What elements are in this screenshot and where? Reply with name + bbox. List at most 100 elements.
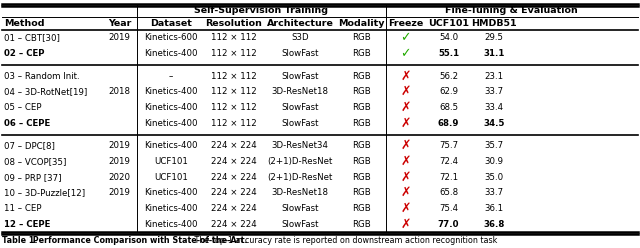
Text: UCF101: UCF101 bbox=[428, 19, 469, 28]
Text: ✗: ✗ bbox=[400, 117, 411, 130]
Text: SlowFast: SlowFast bbox=[281, 72, 319, 81]
Text: 112 × 112: 112 × 112 bbox=[211, 87, 257, 96]
Text: 01 – CBT[30]: 01 – CBT[30] bbox=[4, 33, 60, 42]
Text: Year: Year bbox=[108, 19, 131, 28]
Text: RGB: RGB bbox=[352, 119, 371, 128]
Text: 07 – DPC[8]: 07 – DPC[8] bbox=[4, 141, 55, 150]
Text: 2019: 2019 bbox=[109, 33, 131, 42]
Text: ✗: ✗ bbox=[400, 218, 411, 231]
Text: Fine-Tuning & Evaluation: Fine-Tuning & Evaluation bbox=[445, 6, 578, 15]
Text: 224 × 224: 224 × 224 bbox=[211, 204, 257, 213]
Text: 06 – CEPE: 06 – CEPE bbox=[4, 119, 51, 128]
Text: 02 – CEP: 02 – CEP bbox=[4, 49, 45, 58]
Text: Performance Comparison with State-of-the-Art.: Performance Comparison with State-of-the… bbox=[30, 236, 248, 245]
Text: RGB: RGB bbox=[352, 188, 371, 197]
Text: 3D-ResNet34: 3D-ResNet34 bbox=[271, 141, 328, 150]
Text: The top-1 accuracy rate is reported on downstream action recognition task: The top-1 accuracy rate is reported on d… bbox=[192, 236, 497, 245]
Text: 112 × 112: 112 × 112 bbox=[211, 33, 257, 42]
Text: 35.0: 35.0 bbox=[484, 173, 504, 182]
Text: RGB: RGB bbox=[352, 204, 371, 213]
Text: ✗: ✗ bbox=[400, 139, 411, 152]
Text: 08 – VCOP[35]: 08 – VCOP[35] bbox=[4, 157, 67, 166]
Text: RGB: RGB bbox=[352, 33, 371, 42]
Text: 2019: 2019 bbox=[109, 157, 131, 166]
Text: Kinetics-400: Kinetics-400 bbox=[144, 220, 198, 229]
Text: Dataset: Dataset bbox=[150, 19, 192, 28]
Text: 31.1: 31.1 bbox=[484, 49, 505, 58]
Text: 54.0: 54.0 bbox=[439, 33, 458, 42]
Text: 75.4: 75.4 bbox=[439, 204, 458, 213]
Text: 33.7: 33.7 bbox=[484, 87, 504, 96]
Text: SlowFast: SlowFast bbox=[281, 220, 319, 229]
Text: RGB: RGB bbox=[352, 220, 371, 229]
Text: RGB: RGB bbox=[352, 103, 371, 112]
Text: RGB: RGB bbox=[352, 157, 371, 166]
Text: 112 × 112: 112 × 112 bbox=[211, 103, 257, 112]
Text: 3D-ResNet18: 3D-ResNet18 bbox=[271, 188, 328, 197]
Text: Kinetics-400: Kinetics-400 bbox=[144, 141, 198, 150]
Text: 03 – Random Init.: 03 – Random Init. bbox=[4, 72, 79, 81]
Text: Kinetics-400: Kinetics-400 bbox=[144, 87, 198, 96]
Text: 224 × 224: 224 × 224 bbox=[211, 157, 257, 166]
Text: 112 × 112: 112 × 112 bbox=[211, 49, 257, 58]
Text: 75.7: 75.7 bbox=[439, 141, 458, 150]
Text: Kinetics-400: Kinetics-400 bbox=[144, 188, 198, 197]
Text: 11 – CEP: 11 – CEP bbox=[4, 204, 42, 213]
Text: 04 – 3D-RotNet[19]: 04 – 3D-RotNet[19] bbox=[4, 87, 87, 96]
Text: –: – bbox=[169, 72, 173, 81]
Text: (2+1)D-ResNet: (2+1)D-ResNet bbox=[268, 157, 333, 166]
Text: 35.7: 35.7 bbox=[484, 141, 504, 150]
Text: 34.5: 34.5 bbox=[484, 119, 505, 128]
Text: UCF101: UCF101 bbox=[154, 157, 188, 166]
Text: ✗: ✗ bbox=[400, 202, 411, 215]
Text: ✓: ✓ bbox=[400, 47, 411, 60]
Text: 72.4: 72.4 bbox=[439, 157, 458, 166]
Text: SlowFast: SlowFast bbox=[281, 49, 319, 58]
Text: 3D-ResNet18: 3D-ResNet18 bbox=[271, 87, 328, 96]
Text: Method: Method bbox=[4, 19, 45, 28]
Text: ✗: ✗ bbox=[400, 171, 411, 184]
Text: 12 – CEPE: 12 – CEPE bbox=[4, 220, 51, 229]
Text: Kinetics-400: Kinetics-400 bbox=[144, 204, 198, 213]
Text: ✗: ✗ bbox=[400, 186, 411, 199]
Text: 05 – CEP: 05 – CEP bbox=[4, 103, 42, 112]
Text: 68.5: 68.5 bbox=[439, 103, 458, 112]
Text: RGB: RGB bbox=[352, 72, 371, 81]
Text: ✗: ✗ bbox=[400, 101, 411, 114]
Text: 33.4: 33.4 bbox=[484, 103, 504, 112]
Text: 10 – 3D-Puzzle[12]: 10 – 3D-Puzzle[12] bbox=[4, 188, 85, 197]
Text: 2019: 2019 bbox=[109, 188, 131, 197]
Text: Modality: Modality bbox=[338, 19, 385, 28]
Text: SlowFast: SlowFast bbox=[281, 119, 319, 128]
Text: 62.9: 62.9 bbox=[439, 87, 458, 96]
Text: (2+1)D-ResNet: (2+1)D-ResNet bbox=[268, 173, 333, 182]
Text: 29.5: 29.5 bbox=[484, 33, 504, 42]
Text: UCF101: UCF101 bbox=[154, 173, 188, 182]
Text: 224 × 224: 224 × 224 bbox=[211, 220, 257, 229]
Text: Freeze: Freeze bbox=[388, 19, 423, 28]
Text: 56.2: 56.2 bbox=[439, 72, 458, 81]
Text: 30.9: 30.9 bbox=[484, 157, 504, 166]
Text: S3D: S3D bbox=[291, 33, 308, 42]
Text: 2020: 2020 bbox=[109, 173, 131, 182]
Text: Kinetics-400: Kinetics-400 bbox=[144, 103, 198, 112]
Text: 224 × 224: 224 × 224 bbox=[211, 188, 257, 197]
Text: 72.1: 72.1 bbox=[439, 173, 458, 182]
Text: Resolution: Resolution bbox=[205, 19, 262, 28]
Text: 65.8: 65.8 bbox=[439, 188, 458, 197]
Text: RGB: RGB bbox=[352, 87, 371, 96]
Text: 2018: 2018 bbox=[109, 87, 131, 96]
Text: 112 × 112: 112 × 112 bbox=[211, 119, 257, 128]
Text: ✓: ✓ bbox=[400, 31, 411, 44]
Text: 112 × 112: 112 × 112 bbox=[211, 72, 257, 81]
Text: HMDB51: HMDB51 bbox=[472, 19, 517, 28]
Text: Kinetics-600: Kinetics-600 bbox=[144, 33, 198, 42]
Text: ✗: ✗ bbox=[400, 70, 411, 83]
Text: 36.8: 36.8 bbox=[484, 220, 505, 229]
Text: RGB: RGB bbox=[352, 49, 371, 58]
Text: 68.9: 68.9 bbox=[438, 119, 459, 128]
Text: Self-Supervision Training: Self-Supervision Training bbox=[194, 6, 328, 15]
Text: 55.1: 55.1 bbox=[438, 49, 459, 58]
Text: 36.1: 36.1 bbox=[484, 204, 504, 213]
Text: Architecture: Architecture bbox=[266, 19, 333, 28]
